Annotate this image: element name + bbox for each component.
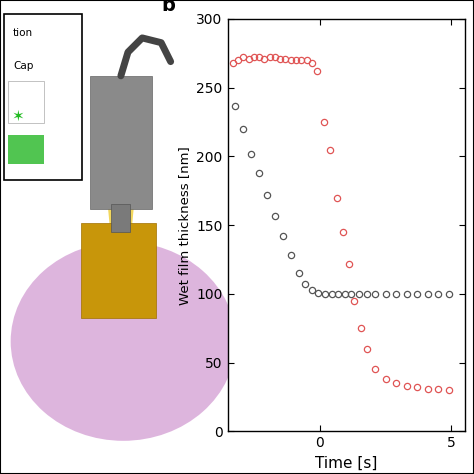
Text: tion: tion	[13, 27, 33, 37]
Ellipse shape	[11, 242, 236, 441]
Text: ✶: ✶	[12, 109, 25, 124]
Bar	[111, 204, 130, 232]
Polygon shape	[108, 206, 134, 306]
Bar	[81, 223, 156, 318]
X-axis label: Time [s]: Time [s]	[315, 456, 377, 471]
Y-axis label: Wet film thickness [nm]: Wet film thickness [nm]	[178, 146, 191, 304]
Text: Cap: Cap	[13, 61, 33, 71]
Text: b: b	[161, 0, 175, 15]
Bar	[8, 81, 44, 123]
Bar	[90, 76, 152, 209]
Bar	[8, 135, 44, 164]
Bar	[4, 14, 82, 180]
